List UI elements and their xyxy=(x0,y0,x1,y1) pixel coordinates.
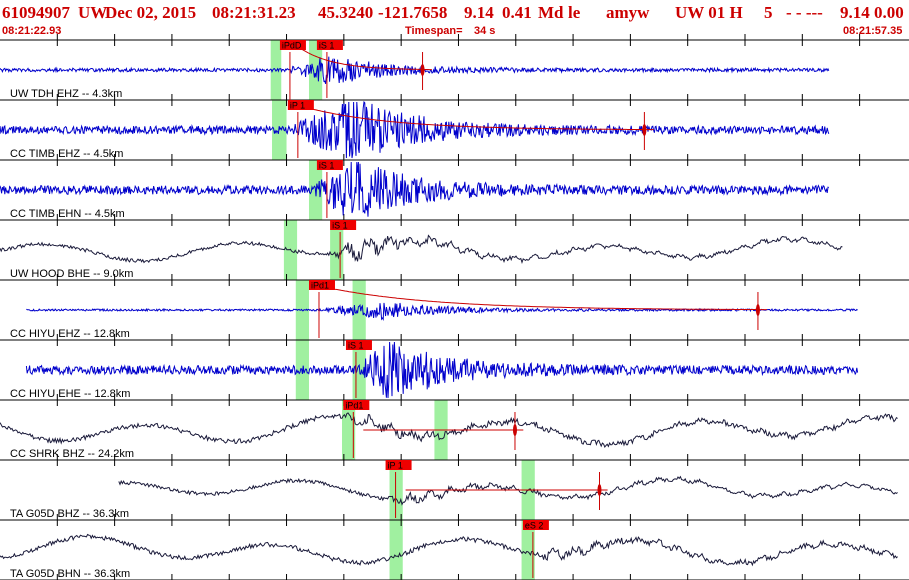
trace-waveform-1 xyxy=(0,100,830,159)
coda-curve-4 xyxy=(328,287,767,311)
quality-dashes: - - --- xyxy=(786,3,823,22)
depth: 9.14 xyxy=(464,3,494,22)
trace-waveform-5 xyxy=(25,341,859,399)
pick-box-0-1 xyxy=(316,40,343,50)
trace-waveform-6 xyxy=(0,412,898,448)
pick-box-1-0 xyxy=(287,100,314,110)
pick-box-6-0 xyxy=(343,400,370,410)
magnitude: 0.41 xyxy=(502,3,532,22)
phase-count: 5 xyxy=(764,3,773,22)
trace-label-2: CC TIMB EHN -- 4.5km xyxy=(10,208,125,220)
trace-waveform-7 xyxy=(118,475,898,506)
pick-box-8-0 xyxy=(522,520,549,530)
amplitude-blob-4 xyxy=(755,304,760,316)
trace-label-0: UW TDH EHZ -- 4.3km xyxy=(10,88,122,100)
amplitude-blob-1 xyxy=(642,124,647,136)
start-time: 08:21:22.93 xyxy=(2,25,62,37)
pick-box-5-0 xyxy=(345,340,372,350)
analyst: amyw xyxy=(606,3,650,22)
pick-window-8-1 xyxy=(389,520,403,580)
timespan-label: Timespan= xyxy=(405,25,463,37)
pick-label-0-0: iPdD xyxy=(282,41,302,51)
trace-label-8: TA G05D BHN -- 36.3km xyxy=(10,568,130,580)
pick-box-0-0 xyxy=(279,40,306,50)
solution-source: UW 01 H xyxy=(675,3,743,22)
location-flags: le xyxy=(568,3,581,22)
pick-box-7-0 xyxy=(385,460,412,470)
event-date: Dec 02, 2015 xyxy=(105,3,197,22)
origin-time: 08:21:31.23 xyxy=(212,3,296,22)
amplitude-blob-7 xyxy=(597,484,602,496)
trace-label-3: UW HOOD BHE -- 9.0km xyxy=(10,268,133,280)
network-code: UW xyxy=(78,3,108,22)
pick-label-7-0: iP 1 xyxy=(388,461,403,471)
end-time: 08:21:57.35 xyxy=(843,25,903,37)
trace-waveform-8 xyxy=(0,533,898,567)
trace-label-5: CC HIYU EHE -- 12.8km xyxy=(10,388,130,400)
coda-curve-1 xyxy=(307,107,654,131)
pick-label-0-1: iS 1 xyxy=(319,41,335,51)
amplitude-blob-0 xyxy=(420,64,425,76)
trace-label-4: CC HIYU EHZ -- 12.8km xyxy=(10,328,130,340)
amplitude-blob-6 xyxy=(512,424,517,436)
timespan-value: 34 s xyxy=(474,25,496,37)
header-tail: 9.14 0.00 xyxy=(840,3,904,22)
trace-waveform-4 xyxy=(26,302,858,321)
pick-box-4-0 xyxy=(308,280,335,290)
trace-label-6: CC SHRK BHZ -- 24.2km xyxy=(10,448,134,460)
pick-box-3-0 xyxy=(330,220,357,230)
header-title: 61094907 UW Dec 02, 2015 08:21:31.23 45.… xyxy=(0,0,909,24)
pick-window-6-0 xyxy=(341,400,356,460)
coda-curve-0 xyxy=(299,47,432,71)
pick-box-2-0 xyxy=(316,160,343,170)
pick-label-1-0: iP 1 xyxy=(290,101,305,111)
pick-label-2-0: iS 1 xyxy=(319,161,335,171)
pick-window-7-0 xyxy=(389,460,403,520)
latitude: 45.3240 xyxy=(318,3,374,22)
pick-window-0-0 xyxy=(270,40,282,100)
event-id: 61094907 xyxy=(2,3,70,22)
pick-label-5-0: iS 1 xyxy=(348,341,364,351)
magnitude-type: Md xyxy=(538,3,564,22)
pick-window-4-1 xyxy=(352,280,366,340)
trace-waveform-2 xyxy=(0,161,829,217)
pick-label-4-0: iPd1 xyxy=(311,281,329,291)
pick-label-8-0: eS 2 xyxy=(525,521,544,531)
trace-waveform-0 xyxy=(0,56,830,84)
longitude: -121.7658 xyxy=(378,3,448,22)
trace-waveform-3 xyxy=(0,234,843,265)
trace-label-1: CC TIMB EHZ -- 4.5km xyxy=(10,148,123,160)
pick-label-6-0: iPd1 xyxy=(345,401,363,411)
time-bar: 08:21:22.93 Timespan= 34 s 08:21:57.35 xyxy=(0,24,909,39)
trace-label-7: TA G05D BHZ -- 36.3km xyxy=(10,508,129,520)
pick-window-8-0 xyxy=(521,520,535,580)
pick-label-3-0: iS 1 xyxy=(332,221,348,231)
